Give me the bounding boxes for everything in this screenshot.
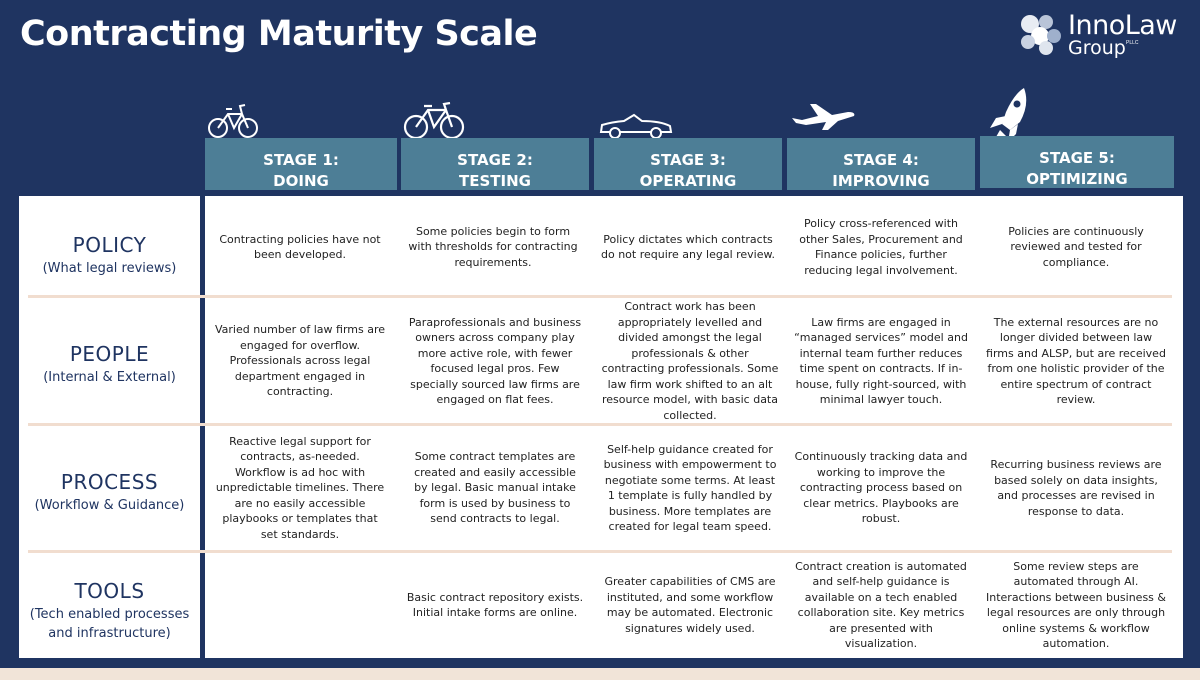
stage-1-number: STAGE 1: <box>263 151 339 169</box>
row-title: PEOPLE <box>69 342 150 366</box>
stage-2-name: TESTING <box>459 172 531 190</box>
car-icon <box>599 113 673 139</box>
stage-1-name: DOING <box>273 172 329 190</box>
bicycle-icon <box>403 102 465 140</box>
logo-name: InnoLaw <box>1068 10 1177 41</box>
people-stage-1-cell: Varied number of law firms are engaged f… <box>214 323 386 399</box>
people-stage-5-cell: The external resources are no longer div… <box>986 315 1166 407</box>
policy-stage-4-cell: Policy cross-referenced with other Sales… <box>799 217 963 277</box>
row-label-process: PROCESS (Workflow & Guidance) <box>19 470 200 515</box>
row-title: TOOLS <box>74 579 145 603</box>
company-logo: InnoLaw Group PLLC <box>1016 10 1186 59</box>
bicycle-icon <box>208 104 258 138</box>
maturity-grid-panel <box>205 196 1183 658</box>
logo-suffix: PLLC <box>1126 40 1139 46</box>
process-stage-4-cell: Continuously tracking data and working t… <box>794 450 968 526</box>
process-stage-2-cell: Some contract templates are created and … <box>414 450 576 526</box>
people-stage-4-cell: Law firms are engaged in “managed servic… <box>794 315 968 407</box>
logo-mark-icon <box>1021 15 1061 55</box>
process-stage-3-cell: Self-help guidance created for business … <box>603 442 777 534</box>
row-title: PROCESS <box>60 470 159 494</box>
stage-4-header: STAGE 4: IMPROVING <box>787 138 975 190</box>
row-label-people: PEOPLE (Internal & External) <box>19 342 200 387</box>
process-stage-5-cell: Recurring business reviews are based sol… <box>990 458 1162 518</box>
tools-stage-4-cell: Contract creation is automated and self-… <box>795 559 967 651</box>
policy-stage-2-cell: Some policies begin to form with thresho… <box>408 224 578 269</box>
tools-stage-3-cell: Greater capabilities of CMS are institut… <box>604 575 776 635</box>
stage-5-header: STAGE 5: OPTIMIZING <box>980 136 1174 188</box>
row-separator <box>28 295 1172 298</box>
row-labels-panel <box>19 196 200 658</box>
row-label-policy: POLICY (What legal reviews) <box>19 233 200 278</box>
stage-5-number: STAGE 5: <box>1039 149 1115 167</box>
bottom-strip <box>0 668 1200 680</box>
row-label-tools: TOOLS (Tech enabled processes and infras… <box>19 579 200 643</box>
row-subtitle: (Tech enabled processes and infrastructu… <box>29 607 190 641</box>
stage-5-name: OPTIMIZING <box>1026 170 1128 188</box>
row-subtitle: (Internal & External) <box>43 370 176 385</box>
row-subtitle: (What legal reviews) <box>42 261 177 276</box>
row-title: POLICY <box>72 233 147 257</box>
stage-4-number: STAGE 4: <box>843 151 919 169</box>
policy-stage-3-cell: Policy dictates which contracts do not r… <box>600 232 775 262</box>
row-separator <box>28 423 1172 426</box>
tools-stage-2-cell: Basic contract repository exists. Initia… <box>406 590 584 620</box>
page-title: Contracting Maturity Scale <box>20 14 538 54</box>
row-separator <box>28 550 1172 553</box>
process-stage-1-cell: Reactive legal support for contracts, as… <box>215 434 385 541</box>
people-stage-2-cell: Paraprofessionals and business owners ac… <box>408 315 582 407</box>
tools-stage-5-cell: Some review steps are automated through … <box>986 559 1166 651</box>
stage-3-number: STAGE 3: <box>650 151 726 169</box>
policy-stage-5-cell: Policies are continuously reviewed and t… <box>1008 224 1144 269</box>
stage-1-header: STAGE 1: DOING <box>205 138 397 190</box>
people-stage-3-cell: Contract work has been appropriately lev… <box>601 300 779 422</box>
policy-stage-1-cell: Contracting policies have not been devel… <box>219 232 381 262</box>
logo-group: Group <box>1068 37 1126 59</box>
stage-3-name: OPERATING <box>639 172 737 190</box>
tools-stage-1-cell <box>210 556 390 654</box>
row-subtitle: (Workflow & Guidance) <box>34 498 185 513</box>
stage-2-header: STAGE 2: TESTING <box>401 138 589 190</box>
stage-2-number: STAGE 2: <box>457 151 533 169</box>
stage-4-name: IMPROVING <box>832 172 930 190</box>
stage-3-header: STAGE 3: OPERATING <box>594 138 782 190</box>
